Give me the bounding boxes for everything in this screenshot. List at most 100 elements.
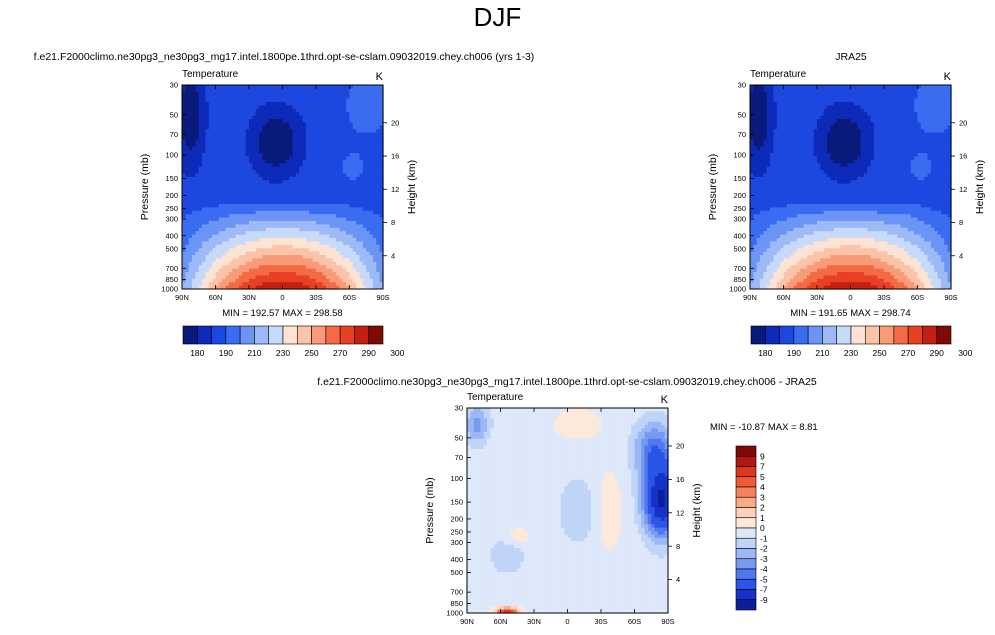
contour-cell (346, 285, 351, 290)
contour-cell (205, 132, 210, 137)
contour-cell (242, 193, 247, 198)
contour-cell (810, 207, 815, 212)
contour-cell (756, 136, 761, 140)
contour-cell (208, 275, 213, 280)
contour-cell (783, 132, 788, 137)
contour-cell (756, 214, 761, 219)
contour-cell (369, 119, 374, 123)
contour-cell (336, 119, 341, 123)
contour-cell (295, 173, 300, 178)
contour-cell (322, 98, 327, 103)
contour-cell (269, 108, 274, 113)
contour-cell (372, 129, 377, 134)
contour-cell (760, 136, 764, 140)
contour-cell (322, 227, 327, 232)
contour-cell (783, 255, 788, 259)
contour-cell (346, 159, 351, 164)
contour-cell (352, 227, 357, 232)
contour-cell (319, 146, 324, 151)
contour-cell (346, 136, 351, 140)
x-tick-label: 30S (309, 293, 322, 302)
contour-cell (238, 91, 243, 96)
contour-cell (212, 176, 217, 181)
contour-cell (245, 176, 250, 181)
contour-cell (265, 122, 270, 127)
contour-cell (362, 217, 367, 222)
contour-cell (302, 200, 307, 205)
contour-cell (255, 275, 260, 280)
contour-cell (770, 108, 775, 113)
contour-cell (766, 156, 771, 161)
contour-cell (235, 170, 240, 174)
contour-cell (783, 197, 788, 202)
contour-cell (265, 129, 270, 134)
contour-cell (245, 142, 250, 147)
contour-cell (192, 231, 196, 236)
contour-cell (205, 275, 210, 280)
contour-cell (312, 180, 317, 185)
contour-cell (182, 95, 186, 100)
contour-cell (753, 170, 758, 174)
contour-cell (366, 255, 371, 259)
contour-cell (790, 275, 795, 280)
contour-cell (198, 278, 203, 283)
contour-cell (342, 136, 347, 140)
contour-cell (285, 163, 290, 168)
contour-cell (275, 238, 280, 242)
contour-cell (272, 91, 277, 96)
contour-cell (793, 207, 798, 212)
contour-cell (185, 163, 190, 168)
contour-cell (329, 180, 334, 185)
contour-cell (185, 217, 190, 222)
contour-cell (356, 231, 361, 236)
contour-cell (356, 193, 361, 198)
contour-cell (776, 210, 781, 215)
contour-cell (212, 132, 217, 137)
contour-cell (275, 108, 280, 113)
contour-cell (235, 217, 240, 222)
contour-cell (770, 200, 775, 205)
contour-cell (285, 115, 290, 120)
contour-cell (750, 255, 754, 259)
contour-cell (218, 255, 223, 259)
contour-cell (750, 234, 754, 239)
contour-cell (329, 255, 334, 259)
contour-cell (282, 261, 287, 266)
contour-cell (376, 207, 381, 212)
contour-cell (346, 200, 351, 205)
contour-cell (245, 285, 250, 290)
contour-cell (332, 115, 337, 120)
contour-cell (262, 200, 267, 205)
contour-cell (796, 85, 801, 89)
contour-cell (225, 258, 230, 263)
contour-cell (316, 227, 320, 232)
contour-cell (366, 142, 371, 147)
contour-cell (783, 248, 788, 253)
contour-cell (245, 251, 250, 256)
contour-cell (796, 170, 801, 174)
contour-cell (813, 207, 818, 212)
contour-cell (228, 129, 233, 134)
contour-cell (262, 187, 267, 191)
contour-cell (222, 108, 227, 113)
contour-cell (205, 176, 210, 181)
contour-cell (192, 129, 196, 134)
contour-cell (359, 153, 364, 157)
contour-cell (192, 115, 196, 120)
contour-cell (282, 227, 287, 232)
contour-cell (202, 265, 207, 270)
contour-cell (292, 91, 297, 96)
contour-cell (366, 125, 371, 130)
contour-cell (235, 91, 240, 96)
contour-cell (195, 115, 200, 120)
y-tick-label: 1000 (161, 285, 178, 294)
contour-cell (299, 173, 304, 178)
contour-cell (369, 132, 374, 137)
contour-cell (202, 108, 207, 113)
contour-cell (786, 214, 791, 219)
contour-cell (232, 272, 237, 276)
contour-cell (245, 183, 250, 188)
contour-cell (379, 119, 384, 123)
contour-cell (195, 170, 200, 174)
contour-cell (326, 197, 330, 202)
